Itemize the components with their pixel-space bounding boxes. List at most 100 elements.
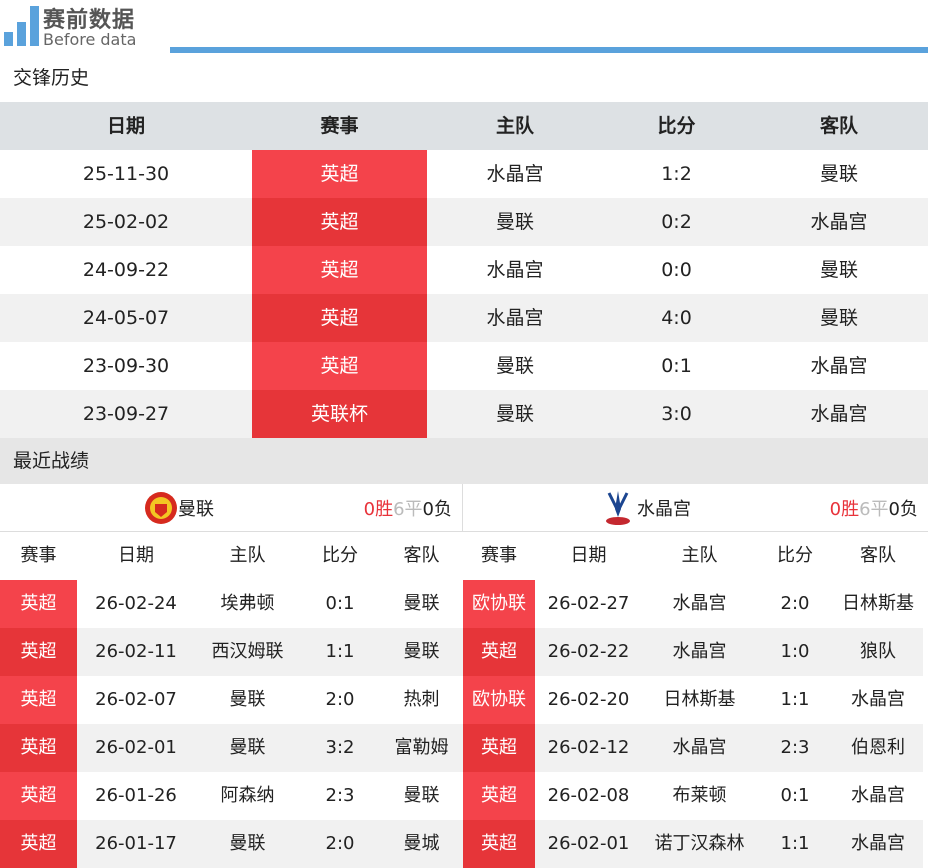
table-row[interactable]: 英超 26-02-07 曼联 2:0 热刺 (0, 676, 463, 724)
table-cell: 英超 (0, 820, 77, 868)
table-cell: 1:1 (780, 689, 810, 710)
column-header: 客队 (819, 115, 858, 137)
table-cell: 水晶宫 (486, 259, 544, 281)
table-row[interactable]: 英超 26-02-22 水晶宫 1:0 狼队 (463, 628, 923, 676)
table-row[interactable]: 英超 26-01-17 曼联 2:0 曼城 (0, 820, 463, 868)
table-cell: 曼联 (229, 737, 266, 758)
table-cell: 热刺 (403, 689, 440, 710)
column-header: 客队 (403, 545, 440, 566)
table-cell: 曼联 (403, 641, 440, 662)
table-cell: 日林斯基 (663, 689, 736, 710)
column-header: 赛事 (481, 545, 517, 566)
table-cell: 水晶宫 (672, 641, 727, 662)
table-cell: 水晶宫 (810, 211, 868, 233)
column-header: 赛事 (20, 545, 57, 566)
table-row[interactable]: 25-02-02 英超 曼联 0:2 水晶宫 (0, 198, 928, 246)
table-cell: 3:2 (325, 737, 355, 758)
table-cell: 26-02-24 (95, 593, 177, 614)
table-cell: 富勒姆 (394, 737, 449, 758)
table-row[interactable]: 欧协联 26-02-20 日林斯基 1:1 水晶宫 (463, 676, 923, 724)
table-cell: 26-01-26 (95, 785, 177, 806)
column-header: 客队 (860, 545, 896, 566)
column-header: 主队 (495, 115, 534, 137)
table-cell: 布莱顿 (672, 785, 727, 806)
table-cell: 欧协联 (463, 676, 535, 724)
table-cell: 英超 (463, 772, 535, 820)
table-cell: 23-09-27 (82, 403, 170, 425)
team-record: 0胜6平0负 (829, 498, 918, 520)
table-cell: 埃弗顿 (220, 593, 275, 614)
table-cell: 英超 (463, 724, 535, 772)
table-row[interactable]: 英超 26-02-01 曼联 3:2 富勒姆 (0, 724, 463, 772)
table-cell: 英超 (0, 628, 77, 676)
column-header: 日期 (106, 115, 145, 137)
table-row[interactable]: 英超 26-02-24 埃弗顿 0:1 曼联 (0, 580, 463, 628)
table-cell: 26-02-22 (547, 641, 630, 662)
table-cell: 1:2 (661, 163, 692, 185)
table-cell: 25-02-02 (82, 211, 170, 233)
table-cell: 4:0 (661, 307, 692, 329)
table-cell: 曼联 (495, 211, 534, 233)
table-cell: 英超 (0, 676, 77, 724)
table-row[interactable]: 英超 26-02-08 布莱顿 0:1 水晶宫 (463, 772, 923, 820)
table-cell: 23-09-30 (82, 355, 170, 377)
logo-en: Before data (43, 30, 137, 49)
table-cell: 水晶宫 (851, 785, 905, 806)
table-cell: 水晶宫 (810, 355, 868, 377)
table-row[interactable]: 24-09-22 英超 水晶宫 0:0 曼联 (0, 246, 928, 294)
table-cell: 0:0 (661, 259, 692, 281)
team-record: 0胜6平0负 (363, 498, 452, 520)
table-cell: 0:1 (325, 593, 355, 614)
table-cell: 英超 (252, 294, 427, 342)
table-cell: 26-02-20 (547, 689, 630, 710)
logo: 赛前数据 Before data (0, 0, 170, 52)
table-cell: 2:3 (780, 737, 810, 758)
table-cell: 24-05-07 (82, 307, 170, 329)
table-cell: 水晶宫 (851, 833, 905, 854)
table-cell: 26-02-27 (547, 593, 630, 614)
table-row[interactable]: 24-05-07 英超 水晶宫 4:0 曼联 (0, 294, 928, 342)
table-cell: 25-11-30 (82, 163, 170, 185)
table-header: 赛事 日期 主队 比分 客队 (0, 532, 463, 580)
table-cell: 英超 (463, 628, 535, 676)
table-cell: 英超 (252, 342, 427, 390)
table-cell: 水晶宫 (672, 593, 727, 614)
table-cell: 曼联 (495, 403, 534, 425)
table-row[interactable]: 欧协联 26-02-27 水晶宫 2:0 日林斯基 (463, 580, 923, 628)
table-cell: 曼联 (819, 163, 858, 185)
table-cell: 2:0 (325, 689, 355, 710)
table-cell: 26-02-11 (95, 641, 177, 662)
table-cell: 曼联 (229, 689, 266, 710)
table-cell: 26-01-17 (95, 833, 177, 854)
table-cell: 3:0 (661, 403, 692, 425)
column-header: 主队 (681, 545, 718, 566)
table-row[interactable]: 英超 26-01-26 阿森纳 2:3 曼联 (0, 772, 463, 820)
table-row[interactable]: 23-09-30 英超 曼联 0:1 水晶宫 (0, 342, 928, 390)
table-cell: 26-02-12 (547, 737, 630, 758)
table-cell: 西汉姆联 (211, 641, 284, 662)
table-cell: 曼城 (403, 833, 440, 854)
table-cell: 英联杯 (252, 390, 427, 438)
crystal-palace-crest-icon (606, 490, 630, 525)
column-header: 日期 (118, 545, 154, 566)
table-cell: 水晶宫 (810, 403, 868, 425)
table-cell: 26-02-08 (547, 785, 630, 806)
table-cell: 英超 (252, 198, 427, 246)
table-row[interactable]: 英超 26-02-01 诺丁汉森林 1:1 水晶宫 (463, 820, 923, 868)
table-row[interactable]: 英超 26-02-11 西汉姆联 1:1 曼联 (0, 628, 463, 676)
table-cell: 0:1 (661, 355, 692, 377)
team-header-left: 曼联 0胜6平0负 (0, 484, 463, 532)
table-cell: 日林斯基 (842, 593, 914, 614)
table-cell: 水晶宫 (486, 307, 544, 329)
table-cell: 伯恩利 (851, 737, 905, 758)
table-cell: 英超 (0, 724, 77, 772)
table-row[interactable]: 25-11-30 英超 水晶宫 1:2 曼联 (0, 150, 928, 198)
table-cell: 欧协联 (463, 580, 535, 628)
table-cell: 英超 (252, 246, 427, 294)
table-row[interactable]: 英超 26-02-12 水晶宫 2:3 伯恩利 (463, 724, 923, 772)
table-row[interactable]: 23-09-27 英联杯 曼联 3:0 水晶宫 (0, 390, 928, 438)
manutd-crest-icon (145, 491, 177, 524)
table-cell: 1:1 (780, 833, 810, 854)
table-cell: 英超 (463, 820, 535, 868)
table-cell: 26-02-01 (547, 833, 630, 854)
